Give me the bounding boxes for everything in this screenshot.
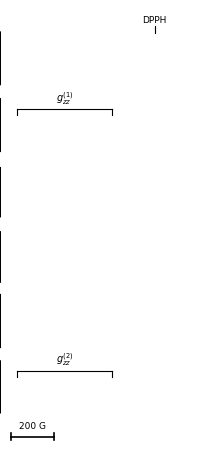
Text: $g^{(1)}_{zz}$: $g^{(1)}_{zz}$ [56, 90, 73, 106]
Text: $g^{(2)}_{zz}$: $g^{(2)}_{zz}$ [56, 350, 73, 367]
Text: 200 G: 200 G [19, 421, 46, 430]
Text: DPPH: DPPH [143, 16, 167, 25]
